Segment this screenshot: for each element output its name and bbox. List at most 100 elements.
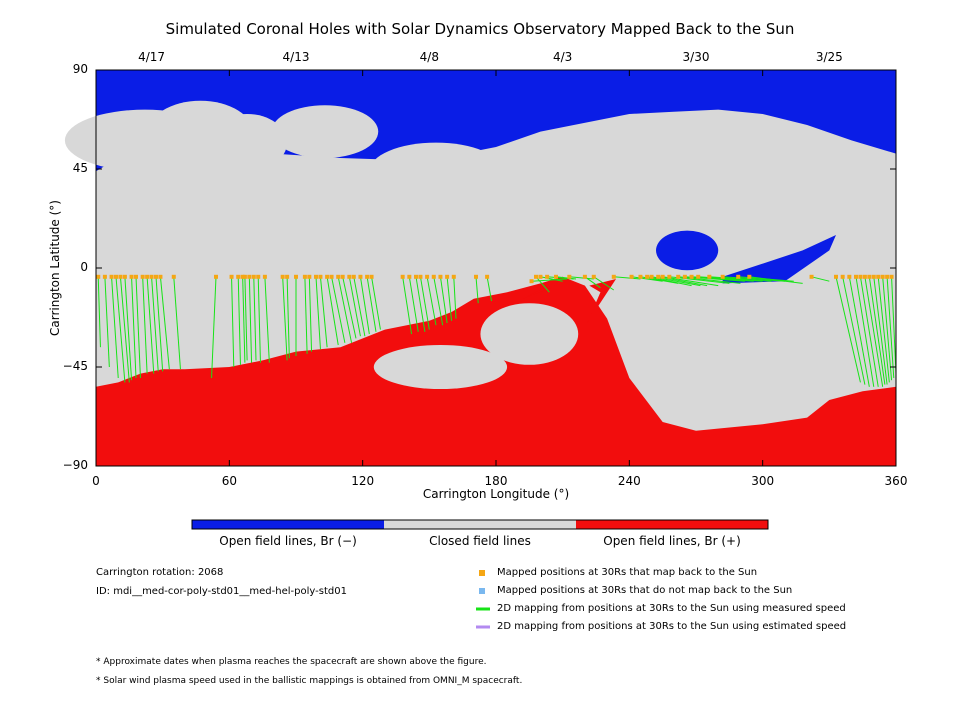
colorbar-closed [384, 520, 576, 529]
mapping-line-44 [426, 276, 437, 326]
mapped-position-42 [414, 274, 418, 279]
mapping-line-25 [286, 276, 290, 359]
mapped-position-77 [840, 274, 845, 279]
mapping-line-85 [882, 276, 893, 381]
mapped-position-56 [567, 274, 572, 279]
y-tick-label: −45 [62, 359, 88, 373]
mapped-position-60 [629, 274, 634, 279]
mapped-position-44 [425, 274, 430, 279]
mapping-line-4 [115, 276, 126, 383]
colorbar-frame [191, 519, 769, 530]
mapping-line-60 [631, 276, 663, 282]
mapped-position-69 [689, 274, 694, 279]
mapping-line-72 [722, 276, 785, 282]
mapped-position-16 [229, 274, 234, 279]
mapped-position-12 [154, 274, 158, 279]
mapped-position-57 [582, 274, 587, 279]
legend-item-text: Mapped positions at 30Rs that do not map… [497, 585, 793, 596]
carrington-rotation: Carrington rotation: 2068 [96, 567, 224, 578]
mapping-line-78 [848, 276, 870, 387]
mapping-line-83 [873, 276, 888, 385]
x-tick-label: 60 [221, 474, 237, 488]
mapped-position-31 [325, 274, 330, 279]
footnote-dates: * Approximate dates when plasma reaches … [96, 657, 487, 667]
mapping-line-53 [540, 276, 563, 282]
mapping-line-57 [584, 276, 601, 289]
x-axis-label: Carrington Longitude (°) [422, 487, 570, 501]
mapping-line-84 [877, 276, 890, 383]
mapping-line-64 [658, 276, 708, 287]
legend-item-text: 2D mapping from positions at 30Rs to the… [497, 603, 846, 614]
mapping-line-82 [868, 276, 886, 385]
y-tick-label: 0 [80, 260, 88, 274]
mapping-line-33 [337, 276, 353, 343]
date-label: 4/8 [419, 50, 439, 64]
mapped-position-26 [294, 274, 298, 279]
x-tick-label: 180 [484, 474, 508, 488]
date-label: 4/3 [553, 50, 573, 64]
mapping-line-45 [433, 276, 444, 326]
mapping-line-47 [446, 276, 453, 321]
mapped-position-70 [696, 274, 701, 279]
mapping-line-86 [886, 276, 895, 379]
legend-marker-1 [479, 570, 485, 576]
mapping-line-35 [348, 276, 361, 337]
colorbar-label-negative: Open field lines, Br (−) [219, 534, 357, 548]
mapping-line-62 [647, 276, 692, 287]
mapping-line-55 [555, 276, 577, 280]
mapping-line-19 [244, 276, 248, 361]
mapped-position-82 [867, 274, 872, 279]
mapped-position-35 [347, 274, 352, 279]
mapped-position-78 [847, 274, 852, 279]
mapped-position-30 [318, 274, 323, 279]
mapped-position-50 [485, 274, 490, 279]
mapping-line-39 [371, 276, 381, 330]
mapped-position-73 [736, 274, 741, 279]
mapped-position-54 [545, 274, 550, 279]
mapped-position-75 [809, 274, 814, 279]
date-label: 4/17 [138, 50, 166, 64]
mapping-line-48 [453, 276, 457, 319]
mapped-position-19 [242, 274, 247, 279]
mapping-line-18 [242, 276, 246, 363]
mapping-line-43 [419, 276, 430, 330]
mapped-position-24 [280, 274, 285, 279]
mapped-position-14 [171, 274, 176, 279]
mapped-position-8 [134, 274, 138, 279]
mapping-line-59 [613, 276, 641, 280]
x-tick-label: 0 [92, 474, 100, 488]
mapped-position-20 [247, 274, 252, 279]
mapping-line-3 [111, 276, 119, 379]
mapped-position-74 [747, 274, 752, 279]
mapped-position-4 [114, 274, 118, 279]
mapped-position-59 [611, 274, 616, 279]
mapping-line-12 [155, 276, 164, 372]
open-positive-streak-2 [587, 279, 616, 323]
mapping-line-2 [104, 276, 110, 368]
mapped-position-58 [591, 274, 596, 279]
mapped-position-84 [876, 274, 881, 279]
mapped-position-22 [256, 274, 261, 279]
mapping-line-15 [211, 276, 217, 379]
mapped-position-33 [336, 274, 341, 279]
mapped-position-27 [302, 274, 307, 279]
mapping-line-1 [97, 276, 101, 348]
x-tick-label: 360 [884, 474, 908, 488]
mapping-line-14 [173, 276, 181, 370]
mapped-position-37 [358, 274, 363, 279]
mapping-line-23 [264, 276, 270, 363]
mapped-position-32 [329, 274, 334, 279]
mapping-line-17 [237, 276, 241, 365]
mapped-position-55 [554, 274, 558, 279]
y-tick-label: 90 [72, 62, 88, 76]
mapping-line-29 [315, 276, 321, 350]
colorbar-label-positive: Open field lines, Br (+) [603, 534, 741, 548]
x-tick-label: 120 [351, 474, 375, 488]
mapping-line-42 [415, 276, 426, 332]
mapping-line-20 [248, 276, 253, 363]
mapped-position-34 [340, 274, 345, 279]
model-id: ID: mdi__med-cor-poly-std01__med-hel-pol… [96, 586, 347, 597]
mapping-line-41 [408, 276, 419, 332]
mapped-position-28 [307, 274, 312, 279]
x-tick-label: 300 [751, 474, 775, 488]
